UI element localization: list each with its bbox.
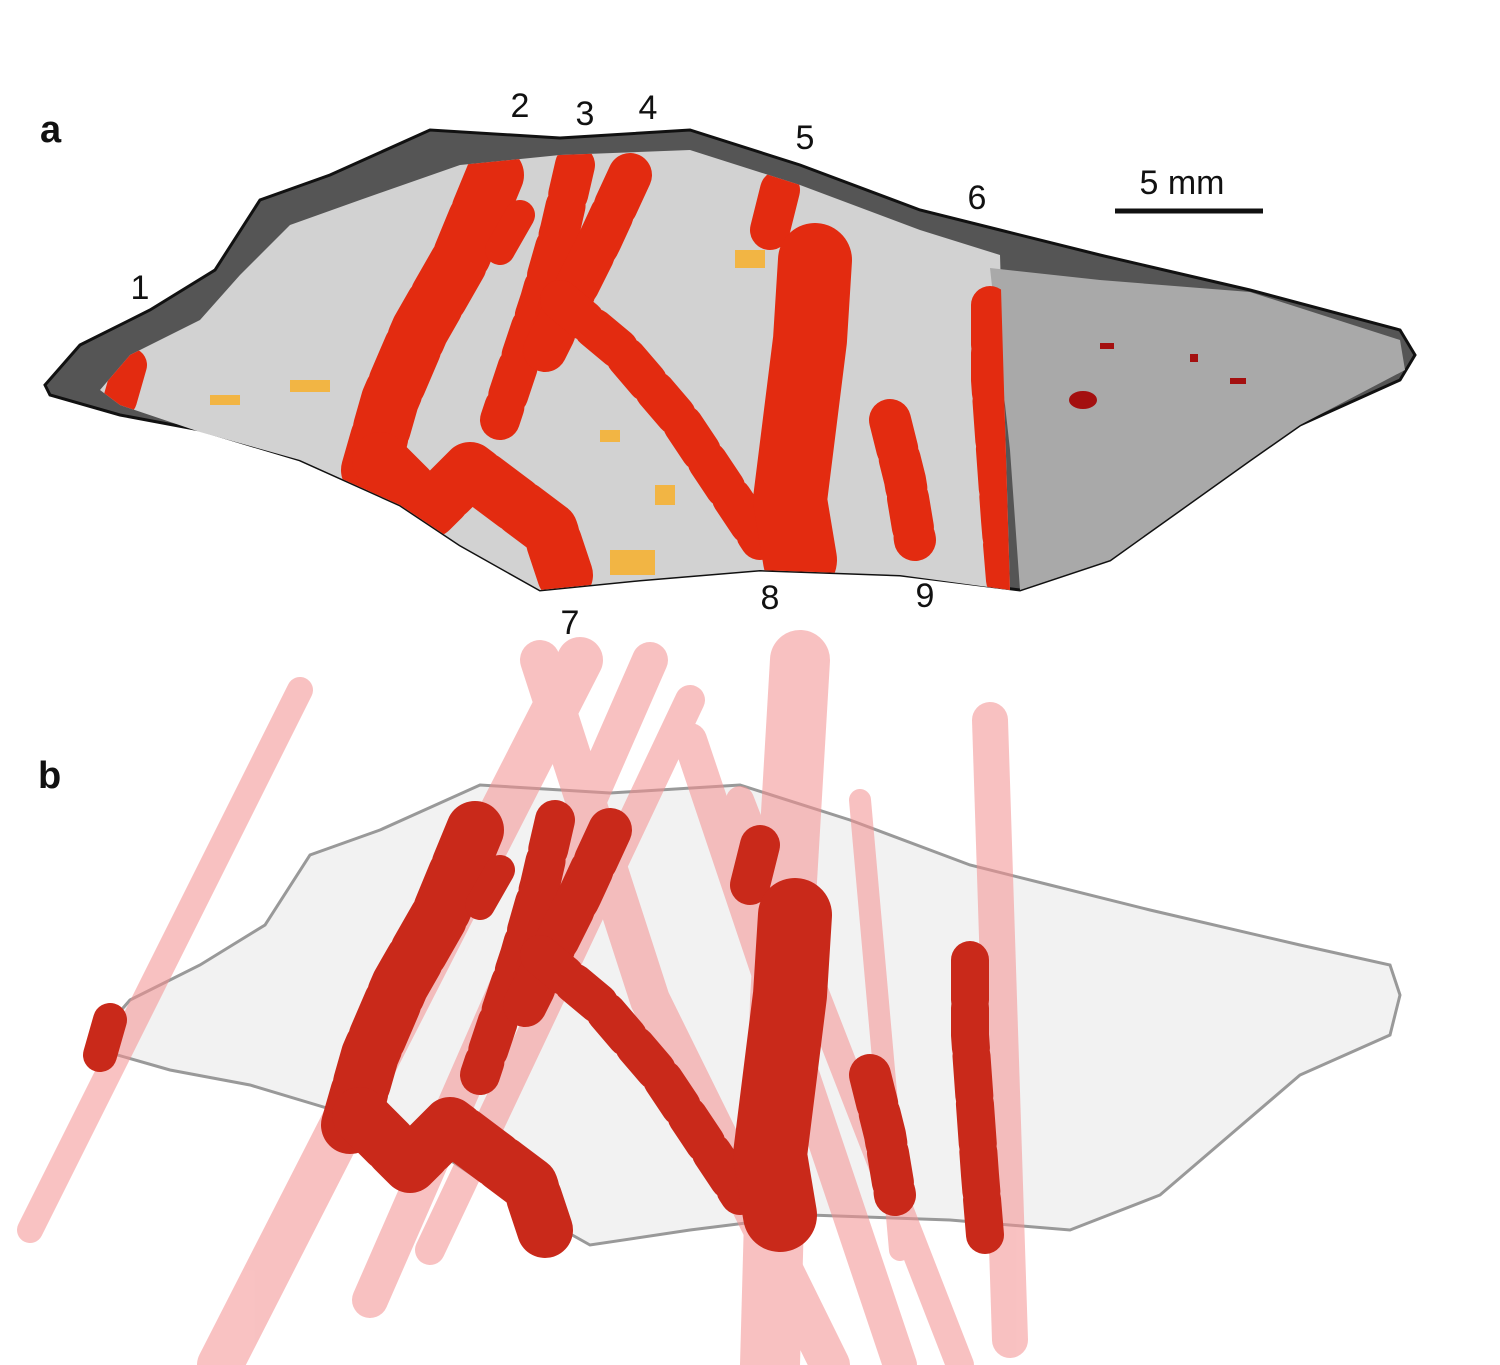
stone-face bbox=[990, 268, 1405, 590]
panel-label: b bbox=[38, 755, 61, 797]
scale-bar-label: 5 mm bbox=[1140, 164, 1225, 202]
site-label: 5 bbox=[796, 119, 815, 157]
site-label: 6 bbox=[968, 179, 987, 217]
site-label: 4 bbox=[639, 89, 658, 127]
site-labels: 1 2 3 4 5 6 7 8 9 bbox=[131, 87, 987, 642]
ochre-patches bbox=[210, 250, 765, 575]
site-label: 8 bbox=[761, 579, 780, 617]
site-label: 2 bbox=[511, 87, 530, 125]
site-label: 7 bbox=[561, 604, 580, 642]
site-label: 3 bbox=[576, 95, 595, 133]
site-label: 1 bbox=[131, 269, 150, 307]
panel-label: a bbox=[40, 109, 62, 151]
dark-spots bbox=[1069, 343, 1246, 409]
site-label: 9 bbox=[916, 577, 935, 615]
